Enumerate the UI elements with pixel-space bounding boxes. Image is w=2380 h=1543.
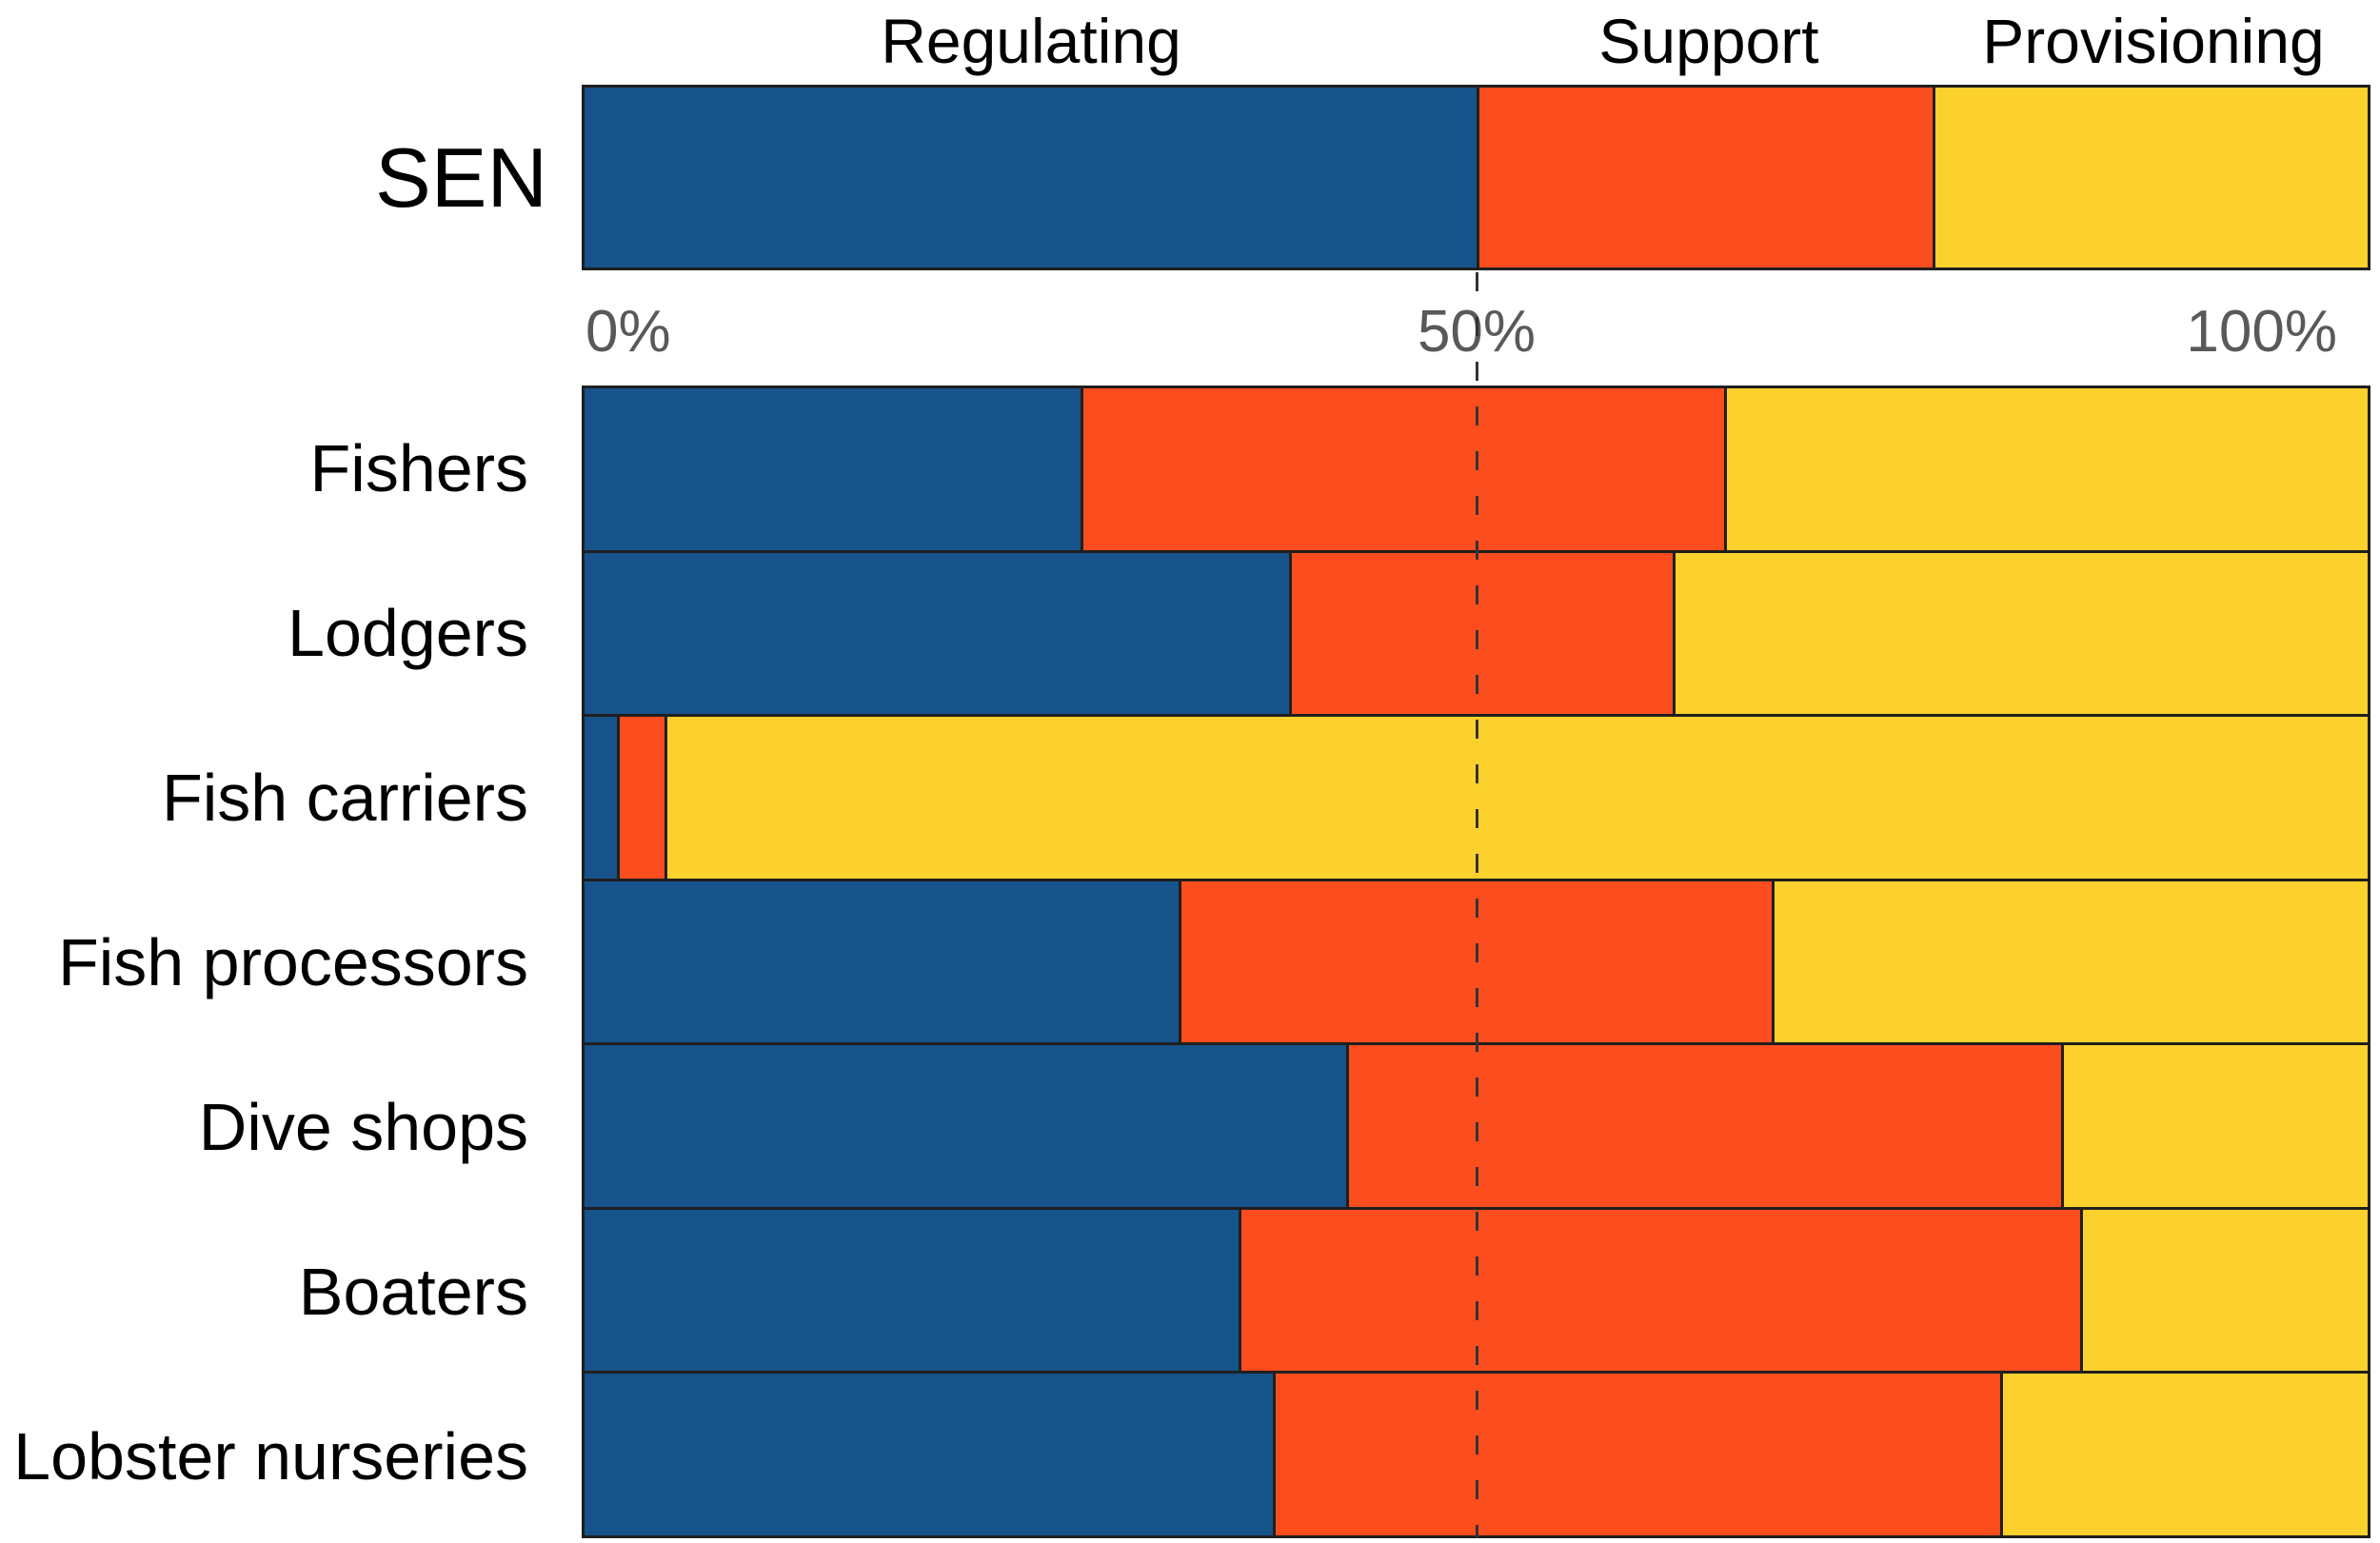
row-label-fishers: Fishers xyxy=(309,430,528,505)
bar-segment-provisioning xyxy=(1772,880,2368,1043)
bar-segment-provisioning xyxy=(664,717,2368,879)
row-labels-column: Fishers Lodgers Fish carriers Fish processo… xyxy=(0,386,528,1538)
fifty-percent-gridline xyxy=(1476,272,1478,1538)
row-label-fish-carriers: Fish carriers xyxy=(161,760,528,835)
category-title-provisioning: Provisioning xyxy=(1982,6,2325,76)
sen-bar xyxy=(582,85,2370,270)
bar-segment-support xyxy=(1288,552,1673,715)
bar-segment-support xyxy=(1345,1045,2061,1207)
bar-segment-support xyxy=(1272,1374,2001,1536)
bar-row-boaters xyxy=(582,1209,2370,1375)
bar-segment-regulating xyxy=(585,880,1179,1043)
bar-segment-support xyxy=(1476,88,1933,267)
row-label-fish-processors: Fish processors xyxy=(57,924,528,999)
bar-segment-regulating xyxy=(585,88,1477,267)
bar-segment-provisioning xyxy=(1723,388,2368,550)
bar-row-lobster-nurseries xyxy=(582,1374,2370,1539)
bar-segment-support xyxy=(1178,880,1773,1043)
bar-segment-support xyxy=(1080,388,1724,550)
bar-segment-support xyxy=(616,717,665,879)
bar-segment-regulating xyxy=(585,1045,1346,1207)
category-title-support: Support xyxy=(1598,6,1819,76)
bar-segment-provisioning xyxy=(2060,1045,2368,1207)
bar-segment-provisioning xyxy=(1932,88,2368,267)
bar-rows-stack xyxy=(582,386,2370,1539)
sen-row-label: SEN xyxy=(375,129,547,225)
bar-segment-provisioning xyxy=(2080,1209,2368,1372)
bar-segment-regulating xyxy=(585,717,617,879)
bar-row-dive-shops xyxy=(582,1045,2370,1210)
bar-row-lodgers xyxy=(582,552,2370,718)
axis-tick-0: 0% xyxy=(585,299,671,365)
bar-segment-provisioning xyxy=(1672,552,2368,715)
bar-segment-regulating xyxy=(585,552,1289,715)
axis-tick-100: 100% xyxy=(2186,299,2337,365)
bar-row-fish-carriers xyxy=(582,717,2370,881)
bar-row-fish-processors xyxy=(582,880,2370,1046)
row-label-lobster-nurseries: Lobster nurseries xyxy=(13,1418,528,1494)
row-label-dive-shops: Dive shops xyxy=(198,1089,528,1164)
bar-row-fishers xyxy=(582,386,2370,553)
row-label-lodgers: Lodgers xyxy=(288,595,528,670)
row-label-boaters: Boaters xyxy=(298,1254,528,1329)
bar-segment-provisioning xyxy=(2000,1374,2368,1536)
bar-segment-regulating xyxy=(585,1374,1273,1536)
category-title-regulating: Regulating xyxy=(881,6,1181,76)
bar-segment-support xyxy=(1239,1209,2081,1372)
bar-segment-regulating xyxy=(585,1209,1240,1372)
bar-segment-regulating xyxy=(585,388,1081,550)
